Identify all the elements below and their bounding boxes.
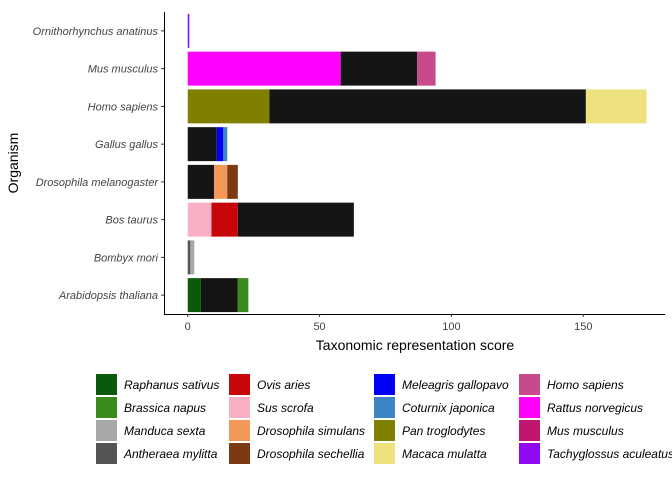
legend-key-antheraea-mylitta — [96, 443, 117, 464]
legend-key-manduca-sexta — [96, 420, 117, 441]
y-axis-title: Organism — [5, 133, 21, 194]
legend-key-tachyglossus-aculeatus — [519, 443, 540, 464]
legend-label: Drosophila simulans — [257, 424, 365, 438]
legend-label: Antheraea mylitta — [123, 447, 218, 461]
legend: Raphanus sativus Brassica napus Manduca se… — [96, 374, 672, 464]
legend-key-drosophila-simulans — [229, 420, 250, 441]
bar-homo-sapiens-macaca-mulatta — [585, 89, 647, 124]
organism-labels: Arabidopsis thaliana Bombyx mori Bos tauru… — [33, 26, 164, 302]
bar-mus-musculus-homo-sapiens — [417, 51, 436, 86]
y-tick-label: Drosophila melanogaster — [36, 177, 160, 189]
legend-key-drosophila-sechellia — [229, 443, 250, 464]
y-tick-label: Arabidopsis thaliana — [58, 290, 158, 302]
x-tick-label: 50 — [313, 321, 325, 333]
bar-arabidopsis-thaliana-self — [200, 278, 238, 313]
bar-bos-taurus-ovis-aries — [211, 202, 238, 237]
legend-key-brassica-napus — [96, 397, 117, 418]
legend-label: Sus scrofa — [257, 401, 314, 415]
legend-key-raphanus-sativus — [96, 374, 117, 395]
bar-layer — [187, 13, 647, 313]
legend-key-pan-troglodytes — [374, 420, 395, 441]
legend-label: Manduca sexta — [124, 424, 206, 438]
bar-mus-musculus-rattus-norvegicus — [187, 51, 341, 86]
bar-homo-sapiens-pan-troglodytes — [187, 89, 270, 124]
bar-gallus-gallus-self — [187, 127, 217, 162]
legend-label: Pan troglodytes — [402, 424, 485, 438]
legend-label: Tachyglossus aculeatus — [547, 447, 672, 461]
bar-drosophila-melanogaster-drosophila-sechellia — [227, 164, 238, 199]
bar-bombyx-mori-manduca-sexta — [190, 240, 195, 275]
bar-gallus-gallus-coturnix-japonica — [223, 127, 228, 162]
legend-label: Ovis aries — [257, 378, 310, 392]
legend-key-sus-scrofa — [229, 397, 250, 418]
legend-key-meleagris-gallopavo — [374, 374, 395, 395]
y-tick-label: Mus musculus — [88, 64, 159, 76]
legend-key-coturnix-japonica — [374, 397, 395, 418]
bar-drosophila-melanogaster-drosophila-simulans — [214, 164, 228, 199]
bar-gallus-gallus-meleagris-gallopavo — [216, 127, 224, 162]
legend-label: Homo sapiens — [547, 378, 624, 392]
x-tick-label: 100 — [442, 321, 460, 333]
x-tick-label: 150 — [574, 321, 592, 333]
legend-key-ovis-aries — [229, 374, 250, 395]
y-tick-label: Ornithorhynchus anatinus — [33, 26, 159, 38]
y-tick-label: Bombyx mori — [94, 252, 159, 264]
legend-label: Mus musculus — [547, 424, 624, 438]
bar-homo-sapiens-self — [269, 89, 586, 124]
bar-mus-musculus-self — [340, 51, 418, 86]
legend-label: Meleagris gallopavo — [402, 378, 509, 392]
legend-key-mus-musculus — [519, 420, 540, 441]
legend-key-rattus-norvegicus — [519, 397, 540, 418]
legend-key-macaca-mulatta — [374, 443, 395, 464]
legend-label: Brassica napus — [124, 401, 206, 415]
legend-label: Macaca mulatta — [402, 447, 487, 461]
legend-label: Raphanus sativus — [124, 378, 219, 392]
x-axis-title: Taxonomic representation score — [316, 337, 515, 353]
legend-label: Drosophila sechellia — [257, 447, 365, 461]
x-ticks: 0 50 100 150 — [185, 314, 592, 333]
bar-drosophila-melanogaster-self — [187, 164, 215, 199]
bar-arabidopsis-thaliana-raphanus-sativus — [187, 278, 201, 313]
x-tick-label: 0 — [185, 321, 191, 333]
bar-bombyx-mori-antheraea-mylitta — [187, 240, 191, 275]
bar-arabidopsis-thaliana-brassica-napus — [237, 278, 249, 313]
bar-ornithorhynchus-anatinus-tachyglossus-aculeatus — [187, 13, 190, 48]
y-tick-label: Bos taurus — [105, 215, 158, 227]
y-tick-label: Homo sapiens — [88, 101, 159, 113]
legend-key-homo-sapiens — [519, 374, 540, 395]
bar-bos-taurus-sus-scrofa — [187, 202, 212, 237]
y-tick-label: Gallus gallus — [95, 139, 158, 151]
legend-label: Coturnix japonica — [402, 401, 495, 415]
bar-bos-taurus-self — [237, 202, 354, 237]
legend-label: Rattus norvegicus — [547, 401, 643, 415]
